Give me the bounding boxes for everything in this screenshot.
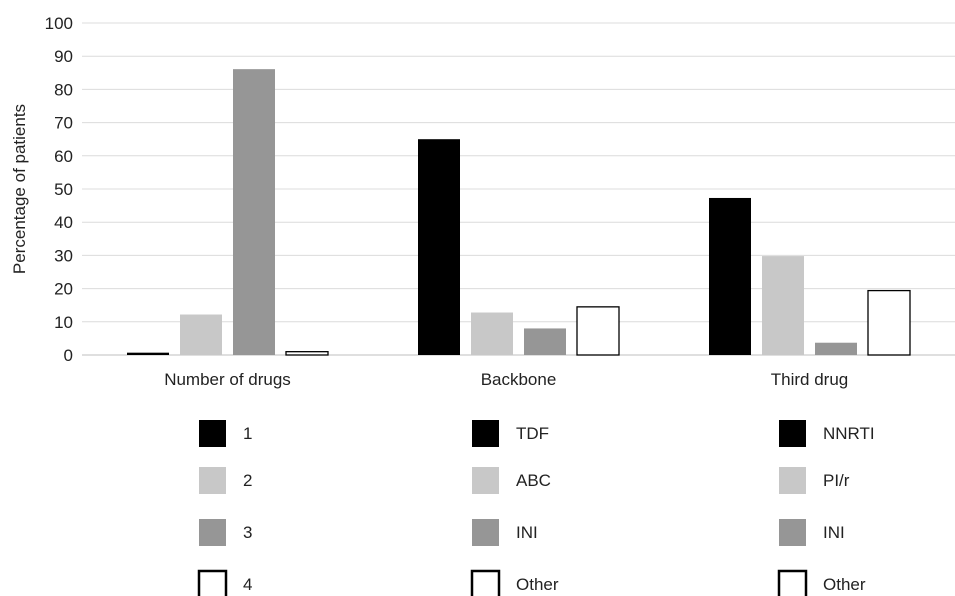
legend-swatch xyxy=(472,467,499,494)
bar-third-drug-pi-r xyxy=(762,256,804,355)
legend-swatch xyxy=(777,569,808,596)
bar-number-of-drugs-3 xyxy=(233,69,275,355)
legend-label: TDF xyxy=(516,424,549,443)
legend-swatch xyxy=(779,519,806,546)
bar-backbone-abc xyxy=(471,312,513,355)
y-tick-label: 60 xyxy=(54,147,73,166)
legend-swatch xyxy=(199,519,226,546)
y-tick-label: 30 xyxy=(54,246,73,265)
category-label: Number of drugs xyxy=(164,370,291,389)
legend-swatch xyxy=(779,420,806,447)
legend-swatch xyxy=(199,467,226,494)
legend-swatch xyxy=(472,519,499,546)
legend-swatch xyxy=(197,569,228,596)
legend-label: 1 xyxy=(243,424,252,443)
y-axis-title: Percentage of patients xyxy=(10,104,29,274)
legend-swatch xyxy=(470,569,501,596)
legend-label: INI xyxy=(823,523,845,542)
legend-label: NNRTI xyxy=(823,424,875,443)
bar-backbone-tdf xyxy=(418,139,460,355)
legend: 1 2 3 4 TDF ABC INI Other NNRTI PI/r INI Other xyxy=(197,420,875,596)
legend-swatch xyxy=(472,420,499,447)
y-tick-label: 70 xyxy=(54,114,73,133)
y-tick-label: 0 xyxy=(64,346,73,365)
category-label: Third drug xyxy=(771,370,848,389)
bar-third-drug-nnrti xyxy=(709,197,751,355)
bar-backbone-other xyxy=(576,306,620,356)
gridlines xyxy=(82,22,955,356)
bar-third-drug-other xyxy=(867,289,911,356)
y-tick-label: 40 xyxy=(54,213,73,232)
legend-label: 2 xyxy=(243,471,252,490)
legend-label: ABC xyxy=(516,471,551,490)
legend-swatch xyxy=(779,467,806,494)
bar-third-drug-ini xyxy=(815,342,857,355)
bar-number-of-drugs-1 xyxy=(127,352,169,355)
category-labels: Number of drugs Backbone Third drug xyxy=(164,370,848,389)
y-tick-label: 90 xyxy=(54,47,73,66)
y-axis-ticks: 0 10 20 30 40 50 60 70 80 90 100 xyxy=(45,14,73,365)
legend-swatch xyxy=(199,420,226,447)
bar-backbone-ini xyxy=(524,328,566,355)
y-tick-label: 20 xyxy=(54,280,73,299)
legend-label: Other xyxy=(516,575,559,594)
legend-label: PI/r xyxy=(823,471,850,490)
category-label: Backbone xyxy=(481,370,557,389)
y-tick-label: 10 xyxy=(54,313,73,332)
y-tick-label: 100 xyxy=(45,14,73,33)
legend-label: Other xyxy=(823,575,866,594)
legend-label: 3 xyxy=(243,523,252,542)
bar-number-of-drugs-2 xyxy=(180,314,222,355)
bar-number-of-drugs-4 xyxy=(285,351,329,356)
y-tick-label: 50 xyxy=(54,180,73,199)
y-tick-label: 80 xyxy=(54,80,73,99)
bars xyxy=(127,69,911,356)
legend-label: INI xyxy=(516,523,538,542)
legend-label: 4 xyxy=(243,575,252,594)
